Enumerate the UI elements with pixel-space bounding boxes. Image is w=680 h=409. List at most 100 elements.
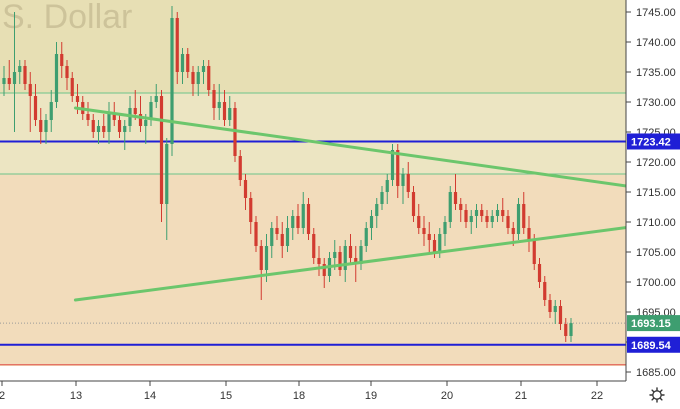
candle-body — [375, 204, 379, 216]
candle-body — [333, 252, 337, 258]
x-tick-label: 13 — [70, 390, 82, 402]
candle — [138, 96, 143, 132]
candle-body — [338, 252, 342, 270]
y-tick-label: 1740.00 — [636, 37, 676, 49]
candle — [401, 168, 405, 204]
candle-body — [270, 228, 274, 246]
candle-body — [532, 240, 536, 264]
settings-gear-icon[interactable] — [649, 387, 665, 403]
price-badge: 1689.54 — [627, 336, 680, 353]
candle-body — [354, 258, 358, 264]
candle — [149, 96, 153, 126]
candle-body — [180, 54, 185, 72]
candle — [259, 240, 263, 300]
y-tick-label: 1715.00 — [636, 187, 676, 199]
candle — [60, 42, 64, 78]
candle-body — [511, 228, 515, 234]
candle-body — [165, 144, 169, 204]
candle-body — [469, 216, 473, 222]
candle-body — [364, 228, 368, 246]
candle-body — [474, 210, 479, 216]
candle — [91, 114, 95, 138]
candle — [495, 204, 500, 222]
candle — [275, 216, 279, 240]
candle — [228, 96, 232, 126]
candle — [7, 60, 11, 90]
candle-body — [396, 150, 400, 186]
candle — [222, 90, 227, 126]
candle-body — [275, 228, 279, 234]
y-tick-label: 1745.00 — [636, 7, 676, 19]
price-badge: 1693.15 — [627, 315, 680, 332]
candle-body — [212, 90, 216, 108]
x-tick-label: 14 — [144, 390, 156, 402]
candle-body — [537, 264, 542, 282]
upper-trendline — [73, 106, 671, 194]
candle-body — [60, 54, 64, 66]
candle-body — [448, 192, 452, 222]
middle-zone — [0, 93, 626, 174]
candle-body — [33, 96, 38, 120]
candle-body — [65, 66, 69, 78]
candle — [23, 60, 27, 90]
candle — [170, 6, 174, 156]
candle-body — [123, 126, 127, 132]
candle — [569, 318, 573, 342]
candle-body — [411, 192, 416, 216]
price-badge-label: 1689.54 — [631, 340, 672, 352]
candle — [564, 318, 568, 342]
x-tick-label: 2 — [0, 390, 5, 402]
candle-body — [490, 216, 494, 222]
candle — [280, 222, 284, 258]
candle-body — [385, 180, 389, 192]
x-axis-ticks: 2 13 14 15 18 19 20 21 22 — [0, 381, 603, 402]
price-badge-bg — [627, 315, 680, 332]
candle — [44, 114, 48, 144]
y-tick-label: 1730.00 — [636, 97, 676, 109]
candle — [469, 210, 473, 234]
candle-body — [495, 210, 500, 216]
candle-body — [243, 180, 248, 198]
candle — [217, 84, 221, 120]
candle — [369, 210, 374, 240]
candle-body — [207, 66, 211, 90]
candle-body — [553, 306, 557, 312]
candle-body — [39, 120, 43, 132]
candle-body — [485, 216, 489, 222]
candle-body — [201, 66, 206, 72]
y-tick-label: 1720.00 — [636, 157, 676, 169]
candle — [348, 234, 353, 264]
candle — [548, 294, 552, 318]
bottom-axis-panel — [0, 381, 680, 409]
candle — [96, 120, 101, 144]
candle — [453, 174, 458, 210]
candle — [49, 90, 53, 132]
candle — [459, 198, 463, 222]
price-badges: 1723.42 1693.15 1689.54 — [627, 133, 680, 353]
candle-body — [49, 102, 53, 120]
candle — [270, 222, 274, 258]
candle — [70, 72, 74, 102]
candle-body — [186, 54, 190, 72]
candle — [380, 186, 384, 210]
candle — [154, 84, 158, 108]
candle — [28, 72, 32, 132]
price-badge-label: 1723.42 — [631, 136, 671, 148]
candle-body — [312, 234, 316, 258]
candle — [506, 210, 510, 234]
candle-body — [427, 234, 431, 240]
candle-body — [264, 246, 269, 270]
candle — [501, 198, 505, 222]
candle — [249, 192, 253, 234]
candle-body — [564, 324, 568, 336]
y-tick-label: 1710.00 — [636, 217, 676, 229]
candle-body — [359, 246, 363, 264]
candle-body — [18, 66, 22, 72]
candle-body — [480, 210, 484, 216]
candle — [443, 216, 447, 246]
candle-body — [380, 192, 384, 204]
candle — [207, 60, 211, 96]
candle — [18, 60, 22, 84]
chart-watermark: S. Dollar — [2, 0, 132, 36]
candle — [201, 60, 206, 84]
